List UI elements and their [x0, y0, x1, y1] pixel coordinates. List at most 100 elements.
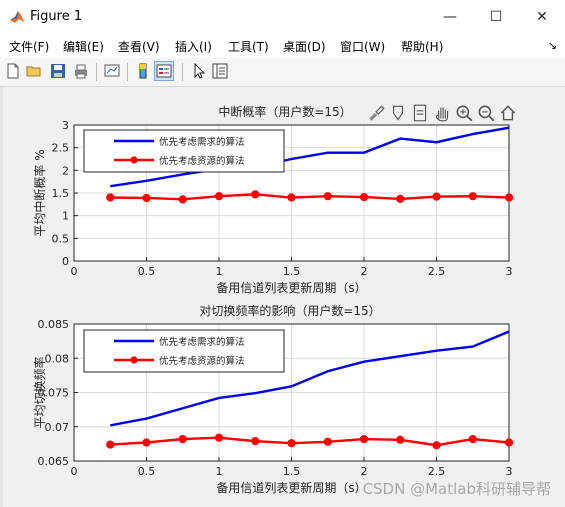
data-point: [323, 192, 332, 201]
data-point: [359, 192, 369, 202]
data-point: [468, 192, 477, 201]
menu-bar: 文件(F) 编辑(E) 查看(V) 插入(I) 工具(T) 桌面(D) 窗口(W…: [0, 34, 565, 58]
toolbar-separator: [127, 63, 128, 81]
axes-box: [73, 323, 510, 462]
axes-toolbar: [366, 103, 518, 123]
y-tick-label: 2: [62, 164, 69, 177]
toolbar-separator: [96, 63, 97, 81]
new-figure-icon[interactable]: [4, 62, 22, 80]
x-tick-label: 3: [506, 465, 513, 478]
data-point: [504, 193, 514, 202]
data-point: [504, 438, 514, 447]
data-point: [142, 193, 151, 203]
x-axis-label: 备用信道列表更新周期（s）: [216, 280, 366, 295]
data-point: [106, 193, 115, 202]
chart-1: 0 0.5 1 1.5 2 2.5 3 0 0.5 1 1.5 2 2.5 3 中断概率（用户数=15） 备用…: [32, 104, 514, 295]
data-point: [287, 439, 296, 448]
x-tick-label: 0: [71, 465, 78, 478]
zoom-out-icon[interactable]: [476, 103, 496, 123]
axes-box: [73, 124, 510, 262]
x-tick-label: 2: [361, 465, 368, 478]
toolbar-separator: [182, 63, 183, 81]
home-icon[interactable]: [498, 103, 518, 123]
x-tick-label: 0.5: [138, 465, 156, 478]
legend-label-2: 优先考虑资源的算法: [159, 155, 245, 167]
property-inspector-icon[interactable]: [211, 62, 229, 80]
menu-edit[interactable]: 编辑(E): [63, 40, 104, 54]
close-button[interactable]: ✕: [519, 0, 565, 34]
insert-colorbar-icon[interactable]: [134, 62, 152, 80]
data-point: [468, 434, 477, 444]
x-axis-label: 备用信道列表更新周期（s）: [216, 480, 366, 495]
print-icon[interactable]: [72, 62, 90, 80]
window-titlebar: Figure 1 — ☐ ✕: [0, 0, 565, 34]
data-tips-icon[interactable]: [388, 103, 408, 123]
legend-label-1: 优先考虑需求的算法: [159, 136, 245, 148]
series-line-1: [110, 330, 510, 427]
menu-help[interactable]: 帮助(H): [401, 40, 444, 54]
y-axis-label: 平均中断概率 %: [32, 149, 47, 236]
legend-marker: [130, 156, 138, 164]
x-tick-label: 1: [216, 265, 223, 278]
menu-window[interactable]: 窗口(W): [340, 40, 386, 54]
export-icon[interactable]: [410, 103, 430, 123]
data-point: [359, 434, 369, 444]
menu-file[interactable]: 文件(F): [9, 40, 50, 54]
x-tick-label: 1: [216, 465, 223, 478]
y-tick-label: 1: [62, 210, 69, 223]
data-point: [214, 192, 224, 201]
data-point: [287, 193, 296, 202]
legend-label-1: 优先考虑需求的算法: [159, 336, 245, 348]
menu-insert[interactable]: 插入(I): [175, 40, 212, 54]
figure-toolbar: [0, 58, 565, 87]
pan-icon[interactable]: [432, 103, 452, 123]
y-tick-label: 0.065: [38, 455, 70, 468]
series-line-2: [110, 436, 510, 447]
insert-legend-icon[interactable]: [154, 61, 174, 81]
chart-2: 0 0.5 1 1.5 2 2.5 3 0.065 0.07 0.075 0.08 0.085 对切换频…: [32, 303, 514, 495]
zoom-in-icon[interactable]: [454, 103, 474, 123]
menu-desktop[interactable]: 桌面(D): [283, 40, 326, 54]
window-title: Figure 1: [30, 9, 83, 24]
series-line-2: [110, 193, 510, 201]
y-tick-label: 0: [62, 255, 69, 268]
minimize-button[interactable]: —: [427, 0, 473, 34]
y-tick-label: 3: [62, 119, 69, 132]
close-icon: ✕: [536, 9, 548, 25]
x-tick-label: 2.5: [428, 465, 446, 478]
data-point: [251, 190, 260, 199]
legend-box: [83, 129, 285, 173]
x-tick-label: 1.5: [283, 265, 301, 278]
data-point: [106, 440, 115, 449]
edit-plot-arrow-icon[interactable]: [190, 62, 208, 80]
data-point: [178, 434, 187, 444]
data-point: [432, 192, 441, 201]
series-line-1: [110, 126, 510, 188]
save-icon[interactable]: [49, 62, 67, 80]
watermark: CSDN @Matlab科研辅导帮: [362, 480, 551, 498]
minimize-icon: —: [443, 9, 457, 25]
y-tick-label: 0.075: [38, 387, 70, 400]
link-plot-icon[interactable]: [103, 62, 121, 80]
y-tick-label: 1.5: [52, 187, 70, 200]
matlab-logo-icon: [10, 11, 24, 23]
data-point: [323, 437, 332, 446]
maximize-button[interactable]: ☐: [473, 0, 519, 34]
x-tick-label: 2.5: [428, 265, 446, 278]
open-file-icon[interactable]: [25, 62, 43, 80]
data-point: [214, 433, 224, 442]
menu-tools[interactable]: 工具(T): [228, 40, 269, 54]
menu-overflow-icon[interactable]: ↘: [547, 39, 557, 52]
maximize-icon: ☐: [489, 9, 503, 25]
brush-icon[interactable]: [366, 103, 386, 123]
data-point: [142, 438, 151, 447]
x-tick-label: 3: [506, 265, 513, 278]
x-tick-label: 0.5: [138, 265, 156, 278]
y-tick-label: 0.08: [45, 352, 70, 365]
window-edge: [0, 87, 3, 507]
data-point: [251, 437, 260, 446]
menu-view[interactable]: 查看(V): [118, 40, 160, 54]
